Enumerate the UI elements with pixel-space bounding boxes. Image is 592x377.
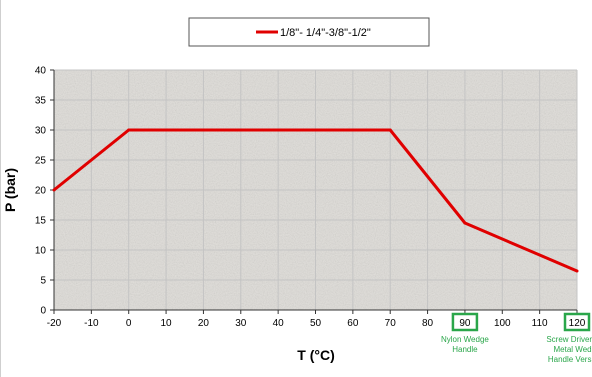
highlight-note-line: Nylon Wedge bbox=[441, 335, 489, 344]
highlight-note-line: Handle Versions bbox=[548, 355, 592, 364]
grid bbox=[54, 69, 578, 310]
y-tick-label: 20 bbox=[35, 186, 47, 197]
x-tick-label: 100 bbox=[494, 318, 511, 329]
x-tick-label: 0 bbox=[126, 318, 132, 329]
series-point bbox=[463, 221, 467, 225]
legend-box bbox=[188, 17, 430, 47]
axes: -20 -10 0 10 20 30 40 50 60 70 80 90 100 110 120 0 5 10 15… bbox=[35, 66, 586, 330]
highlight-box bbox=[563, 312, 591, 332]
legend-label: 1/8"- 1/4"-3/8"-1/2" bbox=[280, 27, 371, 39]
y-tick-label: 30 bbox=[35, 126, 47, 137]
y-tick-label: 35 bbox=[35, 96, 47, 107]
x-tick-label: 110 bbox=[532, 318, 548, 329]
x-tick-label: -20 bbox=[47, 318, 62, 329]
y-tick-label: 10 bbox=[35, 246, 47, 257]
series-layer bbox=[52, 128, 579, 273]
x-axis-title: T (°C) bbox=[297, 347, 334, 363]
series-point bbox=[52, 188, 56, 192]
x-tick-label: -10 bbox=[84, 318, 99, 329]
x-tick-label: 70 bbox=[385, 318, 397, 329]
series-point bbox=[388, 128, 392, 132]
highlight-note-line: Screw Driver and bbox=[546, 335, 592, 344]
highlight-box bbox=[451, 312, 479, 332]
series-point bbox=[127, 128, 131, 132]
highlight-note-line: Handle bbox=[452, 345, 478, 354]
y-tick-label: 40 bbox=[35, 66, 47, 77]
x-tick-label: 60 bbox=[347, 318, 359, 329]
y-axis-title: P (bar) bbox=[2, 168, 18, 212]
legend: 1/8"- 1/4"-3/8"-1/2" bbox=[188, 17, 430, 47]
series-point bbox=[575, 269, 579, 273]
x-tick-label: 90 bbox=[459, 318, 471, 329]
x-tick-label: 20 bbox=[198, 318, 210, 329]
y-tick-label: 15 bbox=[35, 216, 47, 227]
x-tick-label: 80 bbox=[422, 318, 434, 329]
x-tick-label: 30 bbox=[235, 318, 247, 329]
x-tick-label: 10 bbox=[161, 318, 173, 329]
x-tick-label: 120 bbox=[569, 318, 586, 329]
y-tick-label: 5 bbox=[40, 276, 46, 287]
x-tick-label: 40 bbox=[273, 318, 285, 329]
y-tick-label: 0 bbox=[40, 306, 46, 317]
x-tick-label: 50 bbox=[310, 318, 322, 329]
highlight-note-line: Metal Wedge bbox=[554, 345, 592, 354]
y-tick-label: 25 bbox=[35, 156, 47, 167]
